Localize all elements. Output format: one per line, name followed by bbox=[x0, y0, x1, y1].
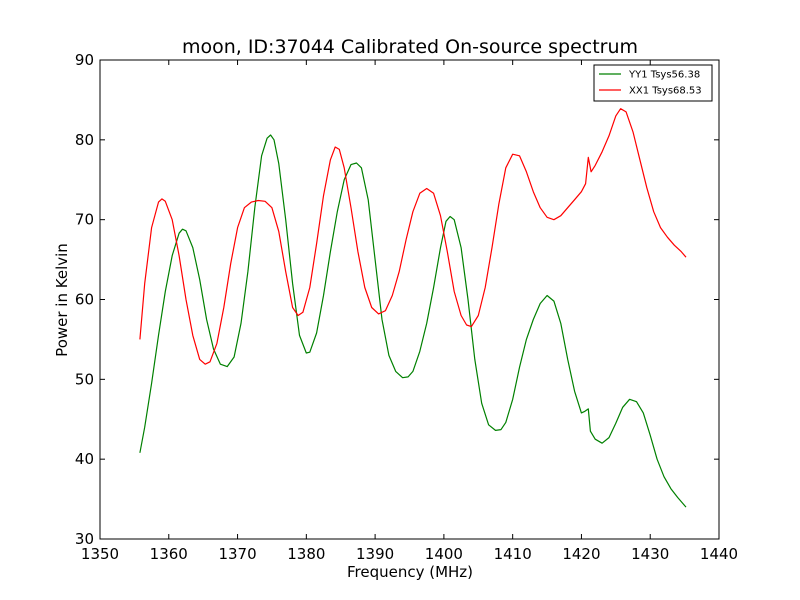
x-tick-label: 1420 bbox=[562, 545, 600, 563]
axis-tick-labels: 1350 1360 1370 1380 1390 1400 1410 1420 1430 1440… bbox=[75, 51, 738, 563]
x-tick-label: 1430 bbox=[631, 545, 669, 563]
series-line-1 bbox=[139, 108, 687, 365]
legend-box bbox=[593, 64, 713, 102]
x-tick-label: 1350 bbox=[81, 545, 119, 563]
legend-label-0: YY1 Tsys56.38 bbox=[628, 70, 700, 81]
x-tick-label: 1440 bbox=[700, 545, 738, 563]
y-tick-label: 80 bbox=[75, 131, 94, 149]
y-tick-label: 60 bbox=[75, 291, 94, 309]
x-tick-label: 1370 bbox=[218, 545, 256, 563]
x-tick-label: 1380 bbox=[287, 545, 325, 563]
legend: YY1 Tsys56.38 XX1 Tsys68.53 bbox=[593, 64, 713, 102]
y-axis-label: Power in Kelvin bbox=[53, 243, 71, 357]
x-tick-label: 1410 bbox=[494, 545, 532, 563]
y-tick-label: 70 bbox=[75, 211, 94, 229]
y-tick-label: 90 bbox=[75, 51, 94, 69]
y-tick-label: 50 bbox=[75, 370, 94, 388]
x-tick-label: 1400 bbox=[425, 545, 463, 563]
legend-label-1: XX1 Tsys68.53 bbox=[629, 86, 702, 97]
x-axis-label: Frequency (MHz) bbox=[347, 563, 473, 581]
y-tick-label: 30 bbox=[75, 530, 94, 548]
y-tick-label: 40 bbox=[75, 450, 94, 468]
plot-lines bbox=[139, 108, 687, 508]
x-tick-label: 1390 bbox=[356, 545, 394, 563]
axis-ticks bbox=[99, 59, 720, 540]
chart-title: moon, ID:37044 Calibrated On-source spec… bbox=[182, 36, 638, 58]
series-line-0 bbox=[139, 134, 687, 508]
x-tick-label: 1360 bbox=[150, 545, 188, 563]
